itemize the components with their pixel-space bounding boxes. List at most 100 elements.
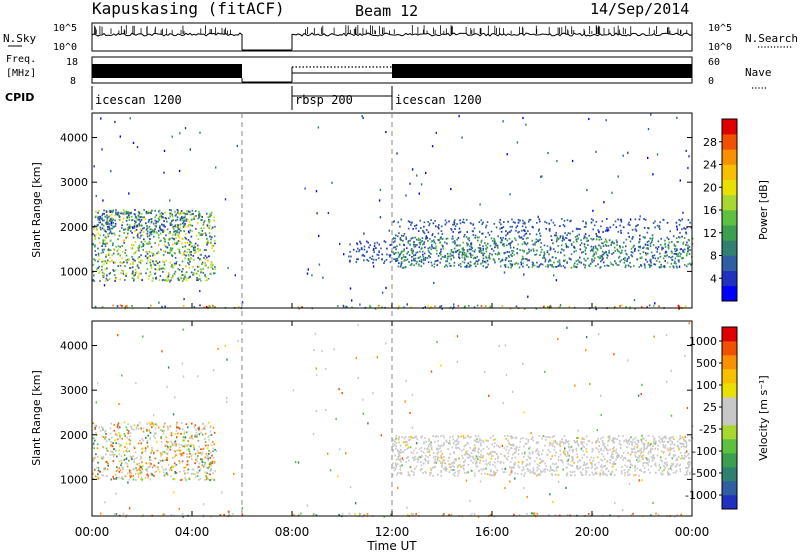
scatter-cell xyxy=(673,443,676,446)
scatter-cell xyxy=(447,255,449,258)
scatter-cell xyxy=(103,274,105,277)
scatter-cell xyxy=(174,214,177,217)
scatter-cell xyxy=(502,226,505,228)
scatter-cell xyxy=(213,479,216,481)
scatter-cell xyxy=(443,256,445,258)
scatter-cell xyxy=(146,441,149,444)
scatter-cell xyxy=(622,508,624,511)
scatter-cell xyxy=(147,210,150,213)
scatter-cell xyxy=(134,259,136,262)
scatter-cell xyxy=(94,236,97,239)
scatter-cell xyxy=(493,472,496,474)
scatter-cell xyxy=(514,462,516,464)
scatter-cell xyxy=(552,469,554,472)
scatter-cell xyxy=(642,464,644,467)
scatter-cell xyxy=(472,461,474,464)
scatter-cell xyxy=(125,272,128,275)
scatter-cell xyxy=(483,370,486,374)
scatter-cell xyxy=(646,306,648,309)
scatter-cell xyxy=(419,219,421,222)
scatter-cell xyxy=(389,261,392,263)
scatter-cell xyxy=(185,479,187,482)
scatter-cell xyxy=(97,461,99,464)
scatter-cell xyxy=(460,265,462,268)
scatter-cell xyxy=(448,513,450,516)
scatter-cell xyxy=(406,258,409,261)
scatter-cell xyxy=(461,260,464,263)
scatter-cell xyxy=(555,279,558,282)
scatter-cell xyxy=(165,458,168,461)
scatter-cell xyxy=(405,460,407,463)
scatter-cell xyxy=(620,444,622,446)
scatter-cell xyxy=(214,266,216,268)
scatter-cell xyxy=(403,250,405,252)
power-cells xyxy=(92,113,694,311)
scatter-cell xyxy=(363,259,365,262)
scatter-cell xyxy=(210,478,213,481)
scatter-cell xyxy=(468,304,470,307)
scatter-cell xyxy=(300,512,302,515)
scatter-cell xyxy=(463,234,466,236)
scatter-cell xyxy=(118,453,121,456)
scatter-cell xyxy=(552,242,554,245)
scatter-cell xyxy=(98,272,100,274)
scatter-cell xyxy=(131,305,133,307)
scatter-cell xyxy=(210,238,212,241)
scatter-cell xyxy=(148,275,150,278)
scatter-cell xyxy=(132,475,135,477)
scatter-cell xyxy=(480,454,482,456)
scatter-cell xyxy=(121,269,123,272)
scatter-cell xyxy=(186,448,188,451)
scatter-cell xyxy=(197,270,199,272)
scatter-cell xyxy=(549,259,552,262)
scatter-cell xyxy=(162,216,164,219)
scatter-cell xyxy=(103,239,106,242)
scatter-cell xyxy=(396,152,398,155)
scatter-cell xyxy=(100,117,102,120)
scatter-cell xyxy=(399,457,402,460)
scatter-cell xyxy=(108,223,111,225)
scatter-cell xyxy=(172,225,175,228)
scatter-cell xyxy=(206,256,208,259)
scatter-cell xyxy=(492,258,495,260)
scatter-cell xyxy=(392,439,395,441)
scatter-cell xyxy=(184,225,187,227)
scatter-cell xyxy=(489,245,492,247)
scatter-cell xyxy=(133,457,136,460)
scatter-cell xyxy=(184,242,186,244)
scatter-cell xyxy=(169,224,172,226)
scatter-cell xyxy=(121,304,123,307)
scatter-cell xyxy=(647,434,650,437)
scatter-cell xyxy=(669,465,672,468)
scatter-cell xyxy=(555,240,558,243)
scatter-cell xyxy=(463,445,465,448)
scatter-cell xyxy=(602,449,605,452)
scatter-cell xyxy=(601,242,603,245)
scatter-cell xyxy=(128,438,130,441)
scatter-cell xyxy=(465,218,468,221)
scatter-cell xyxy=(106,214,108,217)
scatter-cell xyxy=(114,473,117,476)
scatter-cell xyxy=(178,461,181,464)
scatter-cell xyxy=(99,215,102,218)
scatter-cell xyxy=(112,442,114,444)
scatter-cell xyxy=(662,464,665,467)
scatter-cell xyxy=(143,216,145,219)
scatter-cell xyxy=(667,449,670,452)
scatter-cell xyxy=(408,439,410,442)
scatter-cell xyxy=(157,262,159,265)
scatter-cell xyxy=(528,457,531,459)
scatter-cell xyxy=(120,212,122,215)
scatter-cell xyxy=(503,245,505,248)
scatter-cell xyxy=(409,438,411,441)
scatter-cell xyxy=(485,224,488,227)
colorbar-swatch xyxy=(722,210,737,226)
scatter-cell xyxy=(128,224,131,226)
scatter-cell xyxy=(472,456,474,459)
scatter-cell xyxy=(667,244,670,247)
scatter-cell xyxy=(113,270,115,272)
scatter-cell xyxy=(603,443,606,445)
scatter-cell xyxy=(643,462,646,464)
scatter-cell xyxy=(522,265,524,268)
scatter-cell xyxy=(172,215,174,218)
